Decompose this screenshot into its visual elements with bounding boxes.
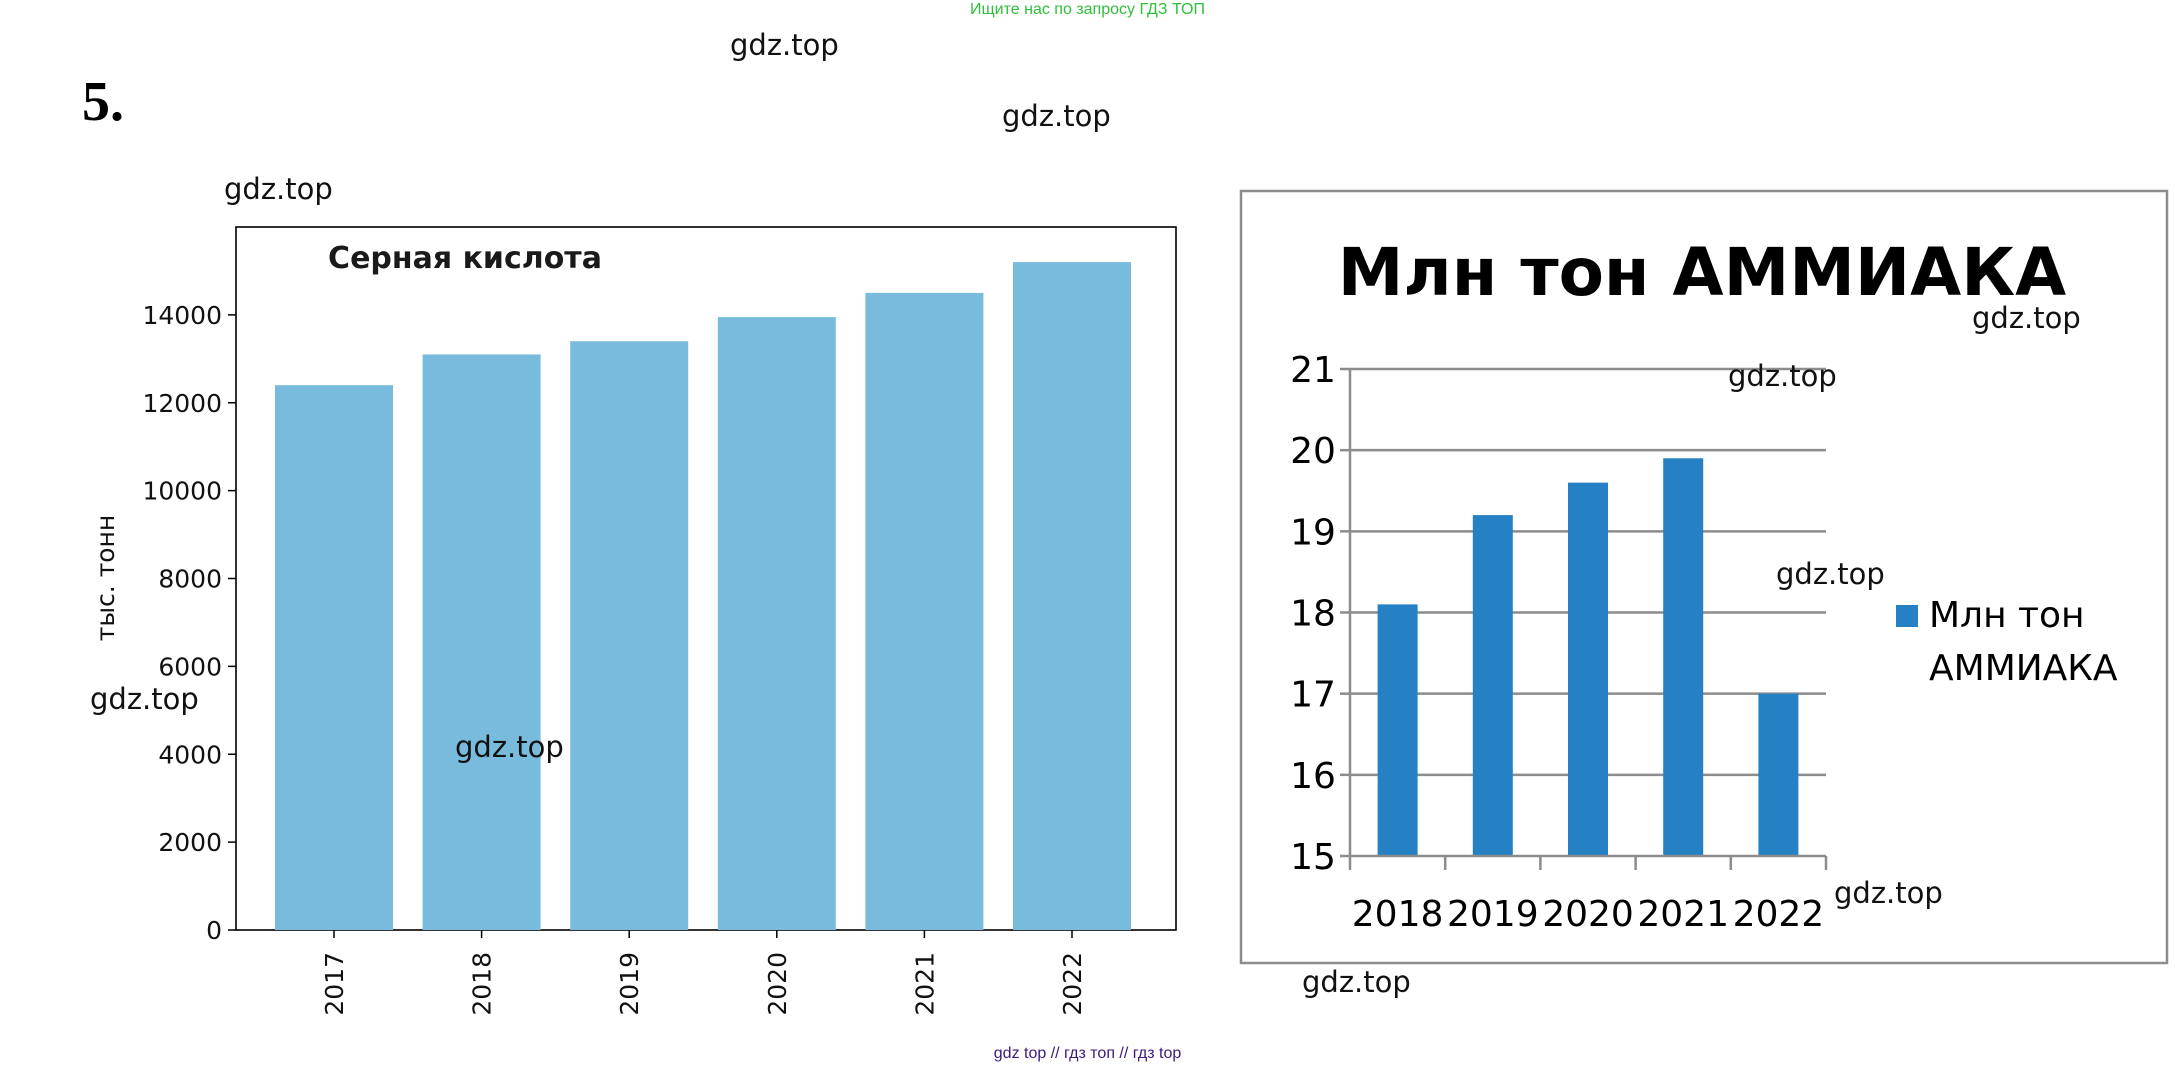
chart1-x-tick-label: 2018 [468,952,497,1016]
watermark: gdz.top [1302,965,1411,999]
chart2-y-tick-label: 17 [1290,675,1336,716]
watermark: gdz.top [90,682,199,716]
chart1-y-tick-label: 10000 [142,477,222,506]
chart2-bar [1663,458,1704,856]
chart2-legend-label-cont: АММИАКА [1929,648,2118,689]
chart1-x-tick-label: 2021 [910,952,939,1016]
chart1-x-tick-label: 2019 [615,952,644,1016]
watermark: gdz.top [1728,359,1837,393]
chart1-ylabel: тыс. тонн [91,515,120,642]
top-banner: Ищите нас по запросу ГДЗ ТОП [970,1,1205,18]
chart2-bar [1568,482,1608,856]
chart2-bar [1758,693,1799,856]
chart2-y-tick-label: 19 [1290,512,1336,553]
chart2-y-tick-label: 21 [1290,350,1336,391]
chart1-bar [717,317,836,930]
chart1-x-tick-label: 2022 [1058,952,1087,1016]
chart1-y-tick-label: 14000 [142,301,222,330]
footer-links: gdz top // гдз топ // гдз top [993,1045,1182,1062]
chart2-title: Млн тон АММИАКА [1338,234,2067,311]
chart2-frame [1239,189,2169,965]
chart2-legend-swatch [1896,605,1918,627]
chart2-legend-label: Млн тон [1929,595,2085,636]
chart1-y-tick-label: 8000 [158,565,222,594]
chart1-x-tick-label: 2020 [763,952,792,1016]
chart2-y-tick-label: 15 [1290,837,1336,878]
watermark: gdz.top [1002,99,1111,133]
chart1-bar [865,292,984,930]
chart2-x-tick-label: 2019 [1447,894,1539,935]
watermark: gdz.top [455,730,564,764]
watermark: gdz.top [1834,876,1943,910]
chart1-y-tick-label: 4000 [158,740,222,769]
chart1-x-tick-label: 2017 [320,952,349,1016]
chart2-x-tick-label: 2021 [1637,894,1729,935]
chart2-y-tick-label: 18 [1290,594,1336,635]
chart1-y-tick-label: 2000 [158,828,222,857]
chart2-y-tick-label: 20 [1290,431,1336,472]
chart1-title: Серная кислота [328,241,602,276]
chart1-bar [422,354,541,930]
watermark: gdz.top [224,172,333,206]
chart2-bar [1472,515,1513,856]
chart1-bar [570,341,689,930]
watermark: gdz.top [730,28,839,62]
watermark: gdz.top [1776,557,1885,591]
chart1-y-tick-label: 6000 [158,652,222,681]
chart1-y-tick-label: 12000 [142,389,222,418]
chart2-x-tick-label: 2018 [1352,894,1444,935]
chart1-bar [275,385,393,930]
watermark: gdz.top [1972,301,2081,335]
task-number: 5. [82,71,124,133]
chart1-bar [1013,262,1131,930]
chart2-x-tick-label: 2022 [1733,894,1825,935]
chart2-bar [1377,604,1418,856]
chart2-x-tick-label: 2020 [1542,894,1634,935]
chart2-y-tick-label: 16 [1290,756,1336,797]
chart1-y-tick-label: 0 [206,916,222,945]
